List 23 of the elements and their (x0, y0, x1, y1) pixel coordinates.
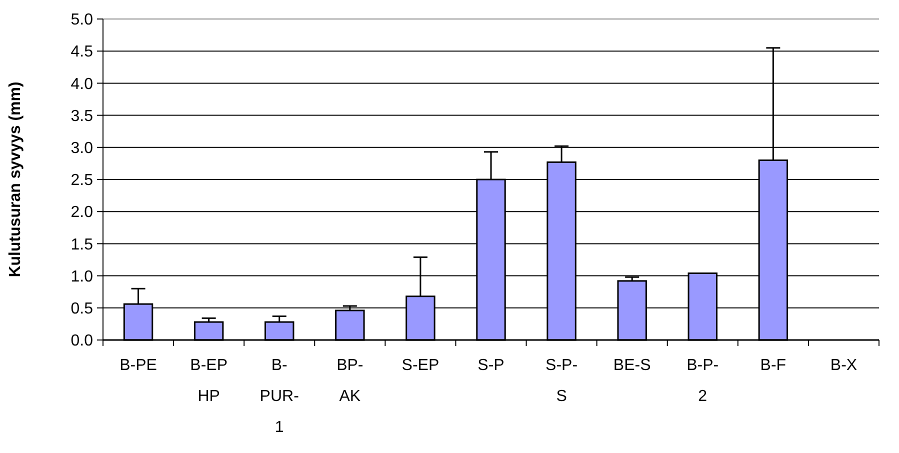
x-tick-label: B-F (760, 357, 786, 374)
y-tick-label: 2.0 (70, 204, 94, 222)
x-tick-label: B-PUR-1 (260, 357, 299, 436)
y-axis-title: Kulutusuran syvyys (mm) (7, 82, 24, 278)
y-tick-label: 3.0 (70, 140, 94, 157)
x-tick-label: S-EP (402, 357, 440, 374)
y-tick-label: 0.0 (70, 332, 94, 350)
x-tick-label: BP-AK (336, 357, 364, 405)
x-tick-label: BE-S (613, 357, 651, 374)
x-tick-label: B-P-2 (686, 357, 719, 405)
y-tick-label: 1.0 (70, 268, 94, 286)
x-tick-label: B-X (830, 357, 858, 374)
x-tick-label: S-P-S (546, 357, 578, 405)
x-tick-label: S-P (478, 357, 504, 374)
y-tick-label: 5.0 (70, 12, 94, 29)
y-tick-label: 2.5 (70, 172, 94, 190)
y-tick-label: 4.5 (70, 44, 94, 61)
y-tick-label: 0.5 (70, 300, 94, 318)
y-tick-label: 3.5 (70, 108, 94, 125)
y-tick-label: 4.0 (70, 76, 94, 93)
x-tick-label: B-PE (120, 357, 157, 374)
x-tick-label: B-EP HP (190, 357, 228, 405)
y-tick-label: 1.5 (70, 236, 94, 254)
